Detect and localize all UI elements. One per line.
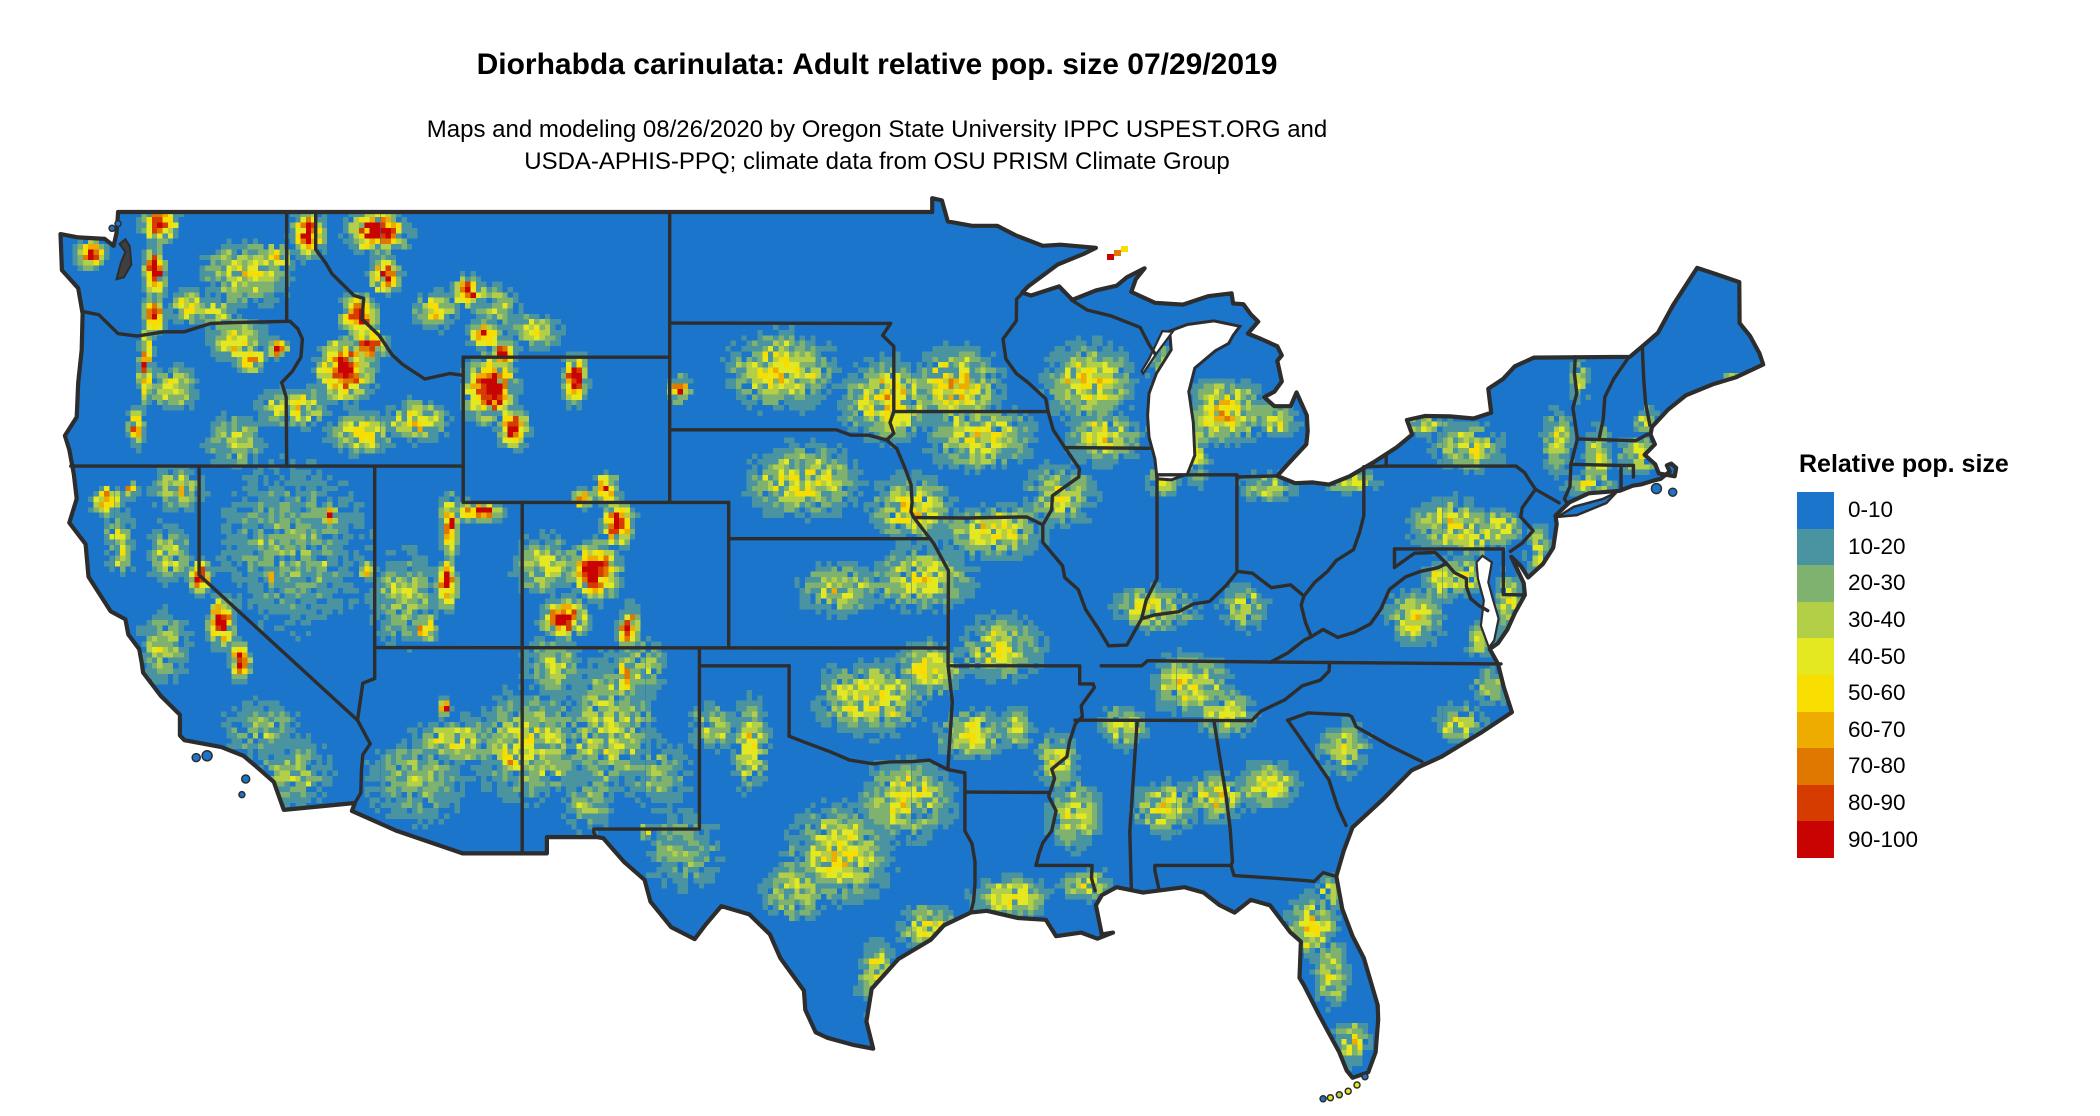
legend-swatch: [1797, 784, 1834, 822]
state-borders: [69, 210, 1652, 915]
legend-swatch: [1797, 638, 1834, 675]
puget-sound: [115, 237, 133, 281]
legend-swatch: [1797, 674, 1834, 712]
legend-label: 10-20: [1848, 533, 1906, 559]
legend-row-0-10: 0-10: [1797, 492, 2087, 529]
map-title: Diorhabda carinulata: Adult relative pop…: [476, 48, 1278, 82]
legend-label: 30-40: [1848, 607, 1906, 633]
national-boundary: [58, 196, 1766, 1080]
legend-swatch: [1797, 601, 1834, 639]
legend-swatch: [1797, 821, 1834, 858]
legend-swatch: [1797, 748, 1834, 785]
map-subtitle-line2: USDA-APHIS-PPQ; climate data from OSU PR…: [524, 148, 1230, 175]
legend-row-40-50: 40-50: [1797, 638, 2087, 675]
legend-items: 0-10 10-20 20-30 30-40 40-50 50-60 60-70 70-80 8…: [1797, 492, 2087, 858]
legend-label: 70-80: [1848, 753, 1906, 779]
isle-royale: [1107, 246, 1129, 261]
legend: Relative pop. size 0-10 10-20 20-30 30-40 40…: [1797, 450, 2087, 858]
islands: [108, 219, 1678, 1103]
legend-label: 50-60: [1848, 680, 1906, 706]
legend-title: Relative pop. size: [1799, 450, 2009, 478]
legend-swatch: [1797, 528, 1834, 566]
legend-label: 40-50: [1848, 643, 1906, 669]
legend-swatch: [1797, 565, 1834, 602]
legend-swatch: [1797, 711, 1834, 749]
legend-row-50-60: 50-60: [1797, 674, 2087, 712]
chesapeake-bay: [1475, 554, 1500, 650]
legend-label: 0-10: [1848, 497, 1894, 523]
legend-swatch: [1797, 492, 1834, 529]
legend-row-20-30: 20-30: [1797, 565, 2087, 602]
legend-row-60-70: 60-70: [1797, 711, 2087, 749]
legend-row-10-20: 10-20: [1797, 528, 2087, 566]
legend-label: 90-100: [1848, 826, 1919, 852]
legend-label: 80-90: [1848, 790, 1906, 816]
legend-row-70-80: 70-80: [1797, 748, 2087, 785]
legend-label: 20-30: [1848, 570, 1906, 596]
legend-label: 60-70: [1848, 716, 1906, 742]
map-subtitle-line1: Maps and modeling 08/26/2020 by Oregon S…: [426, 116, 1328, 143]
long-island: [1556, 491, 1618, 519]
legend-row-30-40: 30-40: [1797, 601, 2087, 639]
legend-row-90-100: 90-100: [1797, 821, 2087, 858]
legend-row-80-90: 80-90: [1797, 784, 2087, 822]
